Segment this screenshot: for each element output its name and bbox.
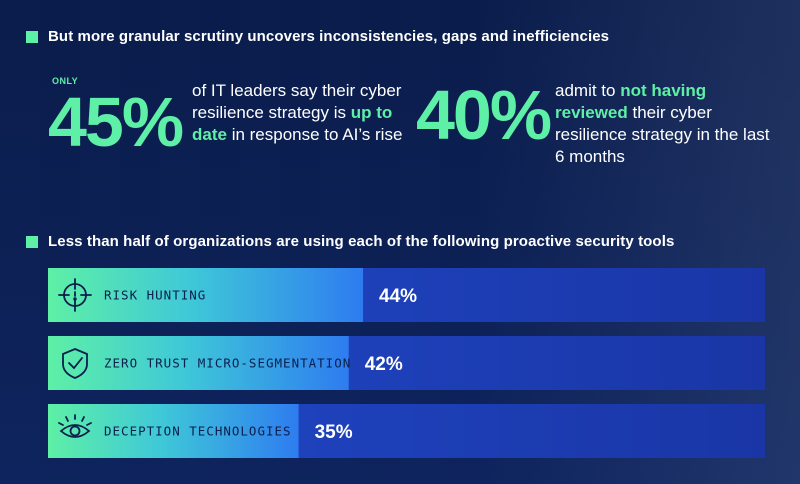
crosshair-icon xyxy=(58,278,92,312)
stat-value: 40% xyxy=(416,76,552,154)
bar-row: DECEPTION TECHNOLOGIES 35% xyxy=(48,404,765,458)
stat-text-after: their cyber resilience strategy in the l… xyxy=(555,103,770,166)
stat-prefix: ONLY xyxy=(52,76,79,86)
bar-value-label: 42% xyxy=(365,354,403,375)
section-heading-text: Less than half of organizations are usin… xyxy=(48,233,675,250)
stat-description: admit to not having reviewed their cyber… xyxy=(555,80,775,168)
stat-value: 45% xyxy=(48,83,184,161)
bar-value-label: 35% xyxy=(315,422,353,443)
shield-check-icon xyxy=(62,348,88,379)
stat-highlight: up to date xyxy=(192,103,393,144)
bullet-square-icon xyxy=(26,30,38,43)
stat-text-before: of IT leaders say their cyber resilience… xyxy=(192,81,402,122)
bar-category-label: RISK HUNTING xyxy=(104,288,206,303)
bar-row: RISK HUNTING 44% xyxy=(48,268,765,322)
section-heading-scrutiny: But more granular scrutiny uncovers inco… xyxy=(26,28,609,45)
bar-category-label: ZERO TRUST MICRO-SEGMENTATION xyxy=(104,356,351,371)
stat-text-before: admit to xyxy=(555,81,621,100)
bar-value-label: 44% xyxy=(379,286,417,307)
bar xyxy=(48,336,349,390)
section-heading-text: But more granular scrutiny uncovers inco… xyxy=(48,28,610,45)
bar xyxy=(48,268,364,322)
bar-row: ZERO TRUST MICRO-SEGMENTATION 42% xyxy=(48,336,765,390)
bars-group: RISK HUNTING 44% ZERO TRUST MICRO-SEGMENTA… xyxy=(48,268,765,458)
section-heading-tools: Less than half of organizations are usin… xyxy=(26,233,674,250)
bullet-square-icon xyxy=(26,235,38,248)
bar-category-label: DECEPTION TECHNOLOGIES xyxy=(104,424,292,439)
stat-highlight: not having reviewed xyxy=(555,81,707,122)
stat-description: of IT leaders say their cyber resilience… xyxy=(192,80,412,146)
eye-icon xyxy=(58,414,92,438)
stat-text-after: in response to AI’s rise xyxy=(226,125,403,144)
